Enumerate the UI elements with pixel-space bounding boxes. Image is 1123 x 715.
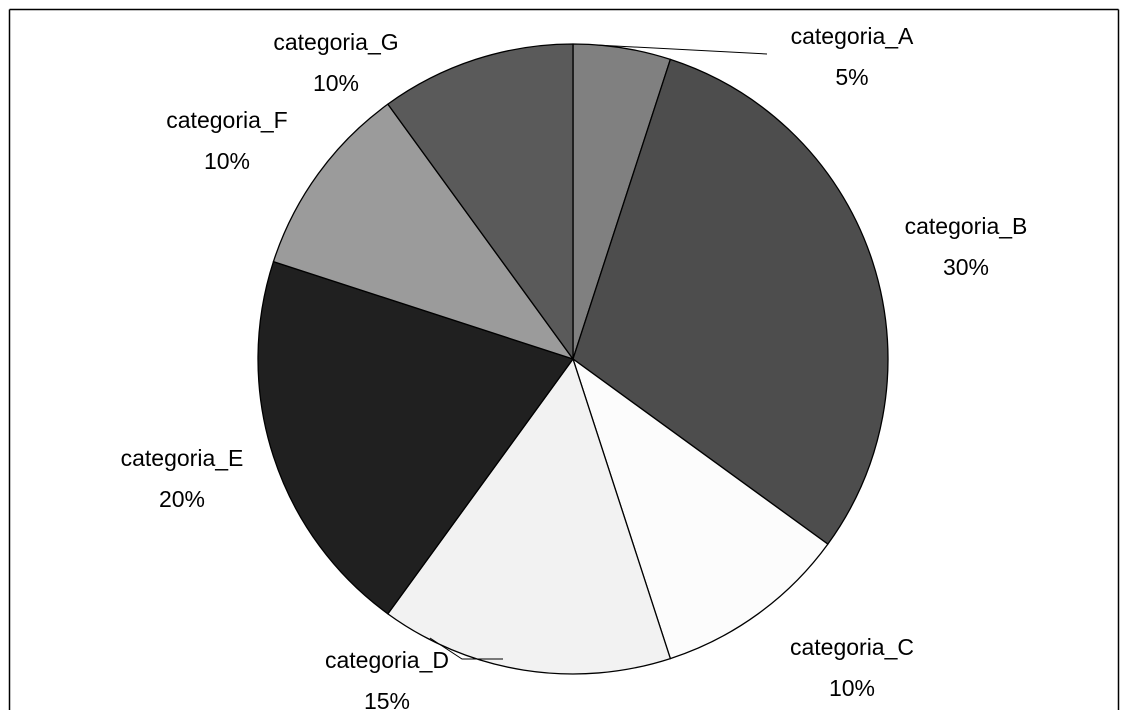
slice-percent-categoria-a: 5% <box>835 64 868 90</box>
pie-slices <box>257 43 889 675</box>
slice-label-categoria-d: categoria_D <box>325 647 449 673</box>
pie-slice-categoria-b <box>572 58 889 545</box>
leader-line-categoria-a <box>595 44 768 55</box>
slice-labels: categoria_A 5% categoria_B 30% categoria_C 10… <box>121 23 1028 714</box>
slice-percent-categoria-g: 10% <box>313 70 359 96</box>
slice-label-categoria-c: categoria_C <box>790 634 914 660</box>
slice-percent-categoria-b: 30% <box>943 254 989 280</box>
slice-label-categoria-g: categoria_G <box>273 29 398 55</box>
pie-slice-categoria-e <box>257 261 574 615</box>
slice-label-categoria-e: categoria_E <box>121 445 244 471</box>
slice-label-categoria-f: categoria_F <box>166 107 287 133</box>
leader-line-categoria-d <box>429 637 503 660</box>
slice-percent-categoria-d: 15% <box>364 688 410 710</box>
slice-percent-categoria-c: 10% <box>829 675 875 701</box>
pie-slice-categoria-d <box>387 358 671 675</box>
pie-slice-categoria-g <box>387 43 574 360</box>
slice-label-categoria-a: categoria_A <box>791 23 914 49</box>
leader-lines <box>429 44 768 660</box>
slice-label-categoria-b: categoria_B <box>905 213 1028 239</box>
pie-slice-categoria-c <box>572 358 829 660</box>
slice-percent-categoria-e: 20% <box>159 486 205 512</box>
slice-percent-categoria-f: 10% <box>204 148 250 174</box>
pie-slice-categoria-f <box>272 103 574 360</box>
